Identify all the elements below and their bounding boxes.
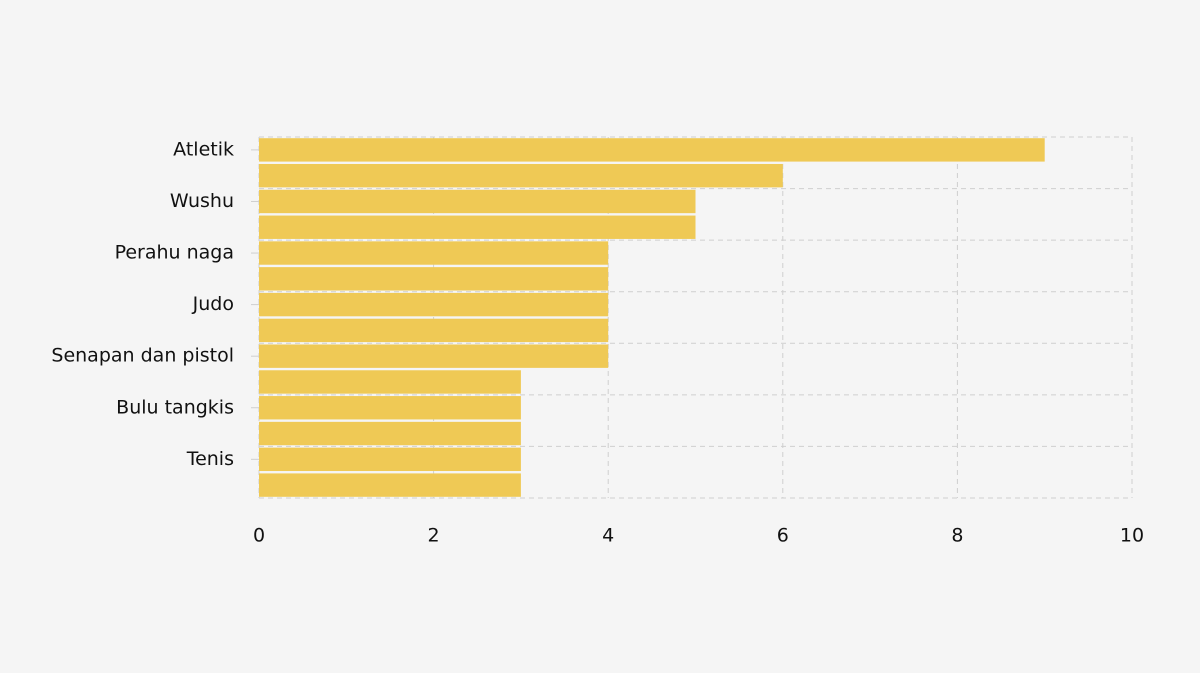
bar	[259, 163, 783, 188]
bar	[259, 421, 521, 446]
bar	[259, 138, 1045, 162]
y-tick-label: Senapan dan pistol	[51, 345, 234, 367]
x-tick-label: 10	[1120, 525, 1144, 547]
y-tick-label: Bulu tangkis	[116, 396, 234, 418]
x-tick-label: 0	[253, 525, 265, 547]
y-tick-label: Perahu naga	[115, 242, 234, 264]
bar	[259, 215, 696, 239]
x-tick-label: 8	[951, 525, 963, 547]
bar	[259, 370, 521, 394]
bar	[259, 189, 696, 214]
bar	[259, 396, 521, 420]
y-tick-label: Wushu	[170, 190, 234, 212]
y-tick-label: Judo	[192, 293, 234, 315]
bar	[259, 447, 521, 472]
bar	[259, 292, 609, 317]
bar	[259, 318, 609, 343]
y-tick-label: Tenis	[186, 448, 234, 470]
x-tick-label: 6	[777, 525, 789, 547]
x-tick-label: 4	[602, 525, 614, 547]
x-tick-label: 2	[428, 525, 440, 547]
bar	[259, 344, 609, 368]
bar	[259, 241, 609, 265]
bar	[259, 267, 609, 291]
bar	[259, 473, 521, 497]
y-tick-label: Atletik	[173, 138, 234, 160]
